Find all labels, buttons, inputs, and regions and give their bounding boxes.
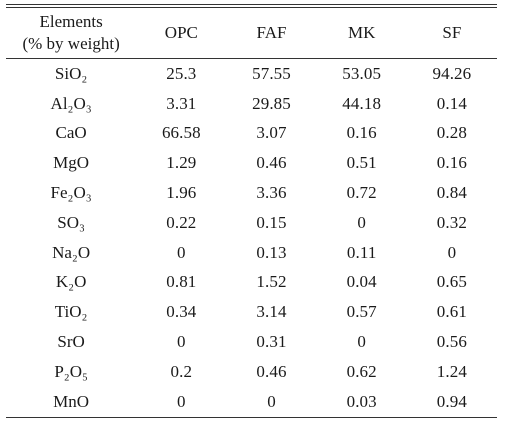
header-faf: FAF [256,23,287,42]
cell-opc-value: 1.96 [166,183,197,203]
cell-sf-value: 1.24 [436,361,467,381]
row-element-name: Na₂O [52,242,91,262]
row-element-name: Al₂O₃ [50,93,92,113]
cell-opc-value: 3.31 [166,93,197,113]
cell-mk-value: 0 [357,212,366,232]
cell-opc-value: 1.29 [166,153,197,173]
table-header: Elements (% by weight) OPC FAF MK SF [6,8,497,58]
header-elements-line1: Elements [39,12,103,31]
cell-faf-value: 0.13 [256,242,287,262]
table-row: MnO 0 0 0.03 0.94 [6,387,497,417]
cell-faf-value: 3.07 [256,123,287,143]
header-row: Elements (% by weight) OPC FAF MK SF [6,8,497,58]
row-element-name: MnO [53,391,90,411]
cell-opc-value: 0 [177,242,186,262]
row-element-name: P₂O₅ [54,361,88,381]
cell-sf-value: 0.56 [436,332,467,352]
cell-sf-value: 0.61 [436,302,467,322]
cell-sf-value: 0.16 [436,153,467,173]
cell-opc-value: 0 [177,391,186,411]
table-row: CaO 66.58 3.07 0.16 0.28 [6,119,497,149]
cell-sf-value: 94.26 [432,63,472,83]
cell-sf-value: 0.32 [436,212,467,232]
composition-table-container: Elements (% by weight) OPC FAF MK SF SiO… [6,4,497,418]
top-double-rule [6,4,497,8]
row-element-name: SrO [57,332,85,352]
table-row: Al₂O₃ 3.31 29.85 44.18 0.14 [6,89,497,119]
cell-mk-value: 0.57 [346,302,377,322]
header-sf: SF [442,23,462,42]
cell-sf-value: 0.28 [436,123,467,143]
table-row: P₂O₅ 0.2 0.46 0.62 1.24 [6,357,497,387]
row-element-name: Fe₂O₃ [50,183,92,203]
table-row: TiO₂ 0.34 3.14 0.57 0.61 [6,297,497,327]
table-body: SiO₂ 25.3 57.55 53.05 94.26 Al₂O₃ 3.31 29.85 44.… [6,59,497,417]
cell-faf-value: 3.36 [256,183,287,203]
table-row: Na₂O 0 0.13 0.11 0 [6,238,497,268]
cell-opc-value: 25.3 [166,63,197,83]
cell-mk-value: 0.03 [346,391,377,411]
row-element-name: TiO₂ [54,302,88,322]
header-opc: OPC [164,23,198,42]
table-row: SiO₂ 25.3 57.55 53.05 94.26 [6,59,497,89]
cell-faf-value: 57.55 [252,63,291,83]
cell-opc-value: 66.58 [161,123,201,143]
cell-opc-value: 0 [177,332,186,352]
cell-faf-value: 0 [267,391,276,411]
header-rule [6,58,497,59]
row-element-name: SO₃ [57,212,85,232]
cell-sf-value: 0.65 [436,272,467,292]
cell-opc-value: 0.34 [166,302,197,322]
cell-mk-value: 0.72 [346,183,377,203]
composition-table-body: SiO₂ 25.3 57.55 53.05 94.26 Al₂O₃ 3.31 29.85 44.… [6,59,497,417]
cell-mk-value: 0 [357,332,366,352]
header-elements-line2: (% by weight) [22,34,120,53]
cell-faf-value: 3.14 [256,302,287,322]
composition-table: Elements (% by weight) OPC FAF MK SF [6,8,497,58]
cell-mk-value: 53.05 [342,63,382,83]
cell-faf-value: 1.52 [256,272,287,292]
cell-faf-value: 0.46 [256,153,287,173]
cell-sf-value: 0.14 [436,93,467,113]
header-mk: MK [347,23,376,42]
cell-opc-value: 0.2 [170,361,193,381]
cell-mk-value: 0.62 [346,361,377,381]
cell-sf-value: 0.84 [436,183,467,203]
cell-mk-value: 0.51 [346,153,377,173]
row-element-name: CaO [55,123,87,143]
cell-faf-value: 0.31 [256,332,287,352]
cell-faf-value: 0.15 [256,212,287,232]
header-elements: Elements (% by weight) [6,8,136,58]
cell-faf-value: 0.46 [256,361,287,381]
row-element-name: MgO [53,153,90,173]
cell-mk-value: 0.16 [346,123,377,143]
table-row: K₂O 0.81 1.52 0.04 0.65 [6,268,497,298]
cell-sf-value: 0.94 [436,391,467,411]
cell-mk-value: 0.04 [346,272,377,292]
cell-mk-value: 0.11 [346,242,377,262]
table-row: SrO 0 0.31 0 0.56 [6,327,497,357]
cell-opc-value: 0.22 [166,212,197,232]
row-element-name: SiO₂ [54,63,88,83]
bottom-rule [6,416,497,418]
table-row: MgO 1.29 0.46 0.51 0.16 [6,148,497,178]
table-row: SO₃ 0.22 0.15 0 0.32 [6,208,497,238]
table-row: Fe₂O₃ 1.96 3.36 0.72 0.84 [6,178,497,208]
cell-mk-value: 44.18 [342,93,382,113]
cell-faf-value: 29.85 [252,93,291,113]
cell-sf-value: 0 [447,242,457,262]
row-element-name: K₂O [55,272,87,292]
cell-opc-value: 0.81 [166,272,197,292]
